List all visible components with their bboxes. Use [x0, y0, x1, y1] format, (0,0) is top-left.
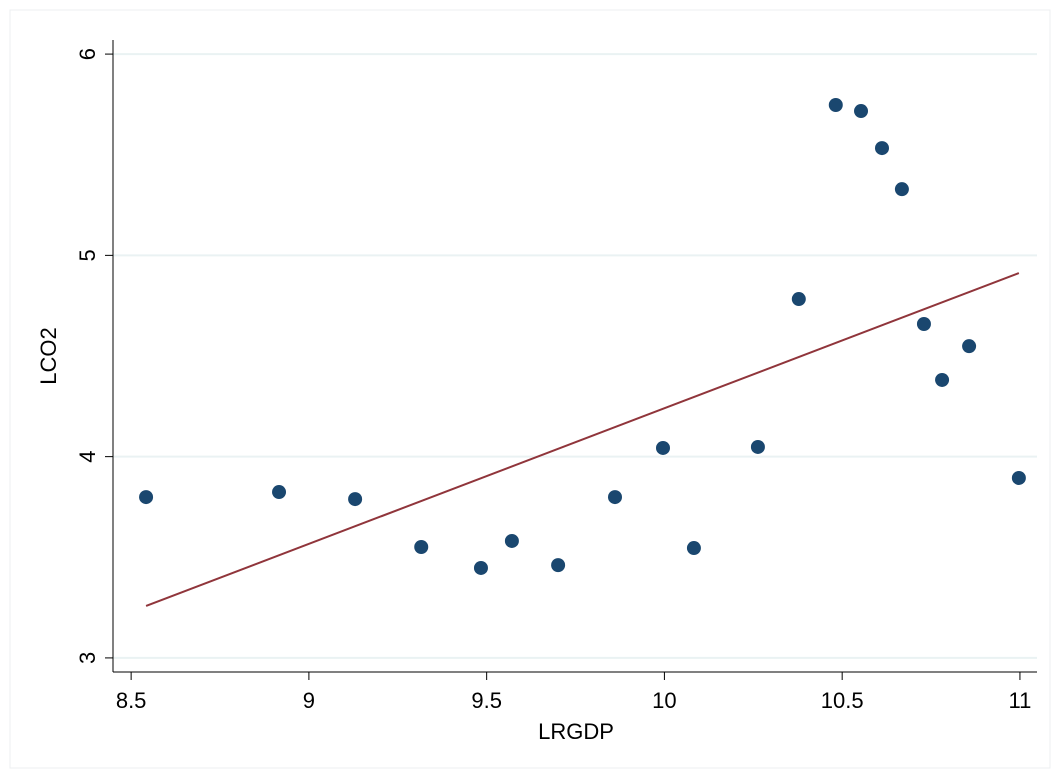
point: [686, 541, 701, 556]
point: [894, 182, 909, 197]
point: [828, 98, 843, 113]
point: [414, 540, 429, 555]
point: [874, 141, 889, 156]
point: [504, 533, 519, 548]
y-axis-label: LCO2: [36, 327, 61, 384]
x-tick-label: 9: [303, 688, 315, 713]
x-tick-label: 11: [1009, 688, 1032, 713]
fit-line: [145, 272, 1020, 607]
x-tick-label: 8.5: [116, 688, 147, 713]
y-tick-label: 6: [75, 48, 100, 60]
x-tick-label: 10: [652, 688, 676, 713]
point: [607, 490, 622, 505]
point: [916, 316, 931, 331]
x-tick-label: 10.5: [821, 688, 864, 713]
y-tick-label: 5: [75, 249, 100, 261]
point: [139, 490, 154, 505]
point: [791, 292, 806, 307]
point: [272, 485, 287, 500]
point: [854, 104, 869, 119]
point: [655, 440, 670, 455]
x-tick-label: 9.5: [471, 688, 502, 713]
point: [551, 558, 566, 573]
point: [750, 439, 765, 454]
y-tick-label: 4: [75, 451, 100, 463]
point: [935, 372, 950, 387]
plot-frame: [9, 9, 1051, 769]
point: [348, 492, 363, 507]
y-tick-label: 3: [75, 652, 100, 664]
point: [473, 560, 488, 575]
point: [1011, 470, 1026, 485]
point: [962, 339, 977, 354]
x-axis-label: LRGDP: [538, 719, 614, 744]
